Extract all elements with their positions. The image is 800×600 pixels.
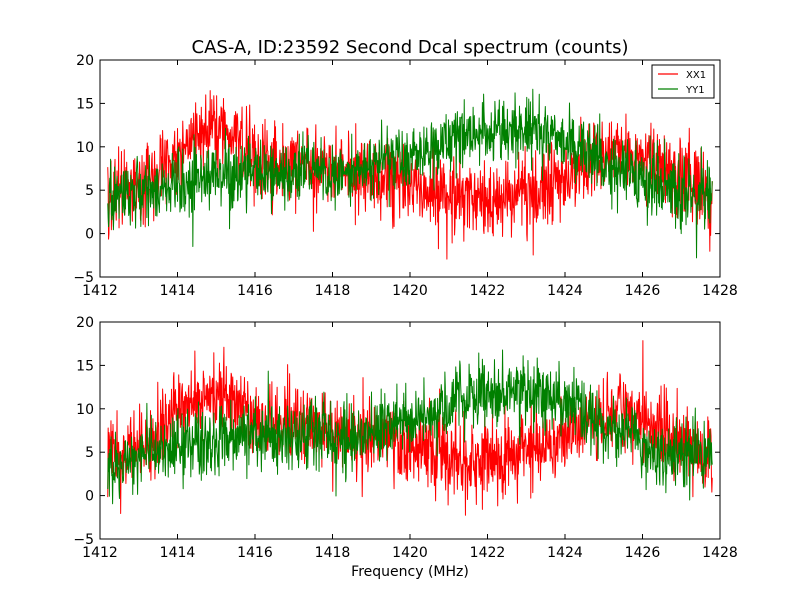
bottom-y-tick-label: −5	[73, 532, 94, 548]
legend-label-xx1: XX1	[686, 70, 706, 81]
bottom-y-tick-label: 20	[76, 315, 94, 331]
bottom-x-tick-label: 1412	[82, 545, 118, 561]
bottom-y-tick-label: 5	[85, 445, 94, 461]
top-x-tick-label: 1424	[547, 283, 583, 299]
top-x-tick-label: 1416	[237, 283, 273, 299]
top-x-tick-label: 1412	[82, 283, 118, 299]
bottom-y-tick-label: 10	[76, 402, 94, 418]
top-panel: 1412 1414 1416 1418 1420 1422 1424 1426 1428 20 15…	[73, 53, 737, 299]
top-x-tick-label: 1414	[160, 283, 196, 299]
legend-label-yy1: YY1	[685, 85, 705, 96]
legend-box	[651, 64, 715, 99]
bottom-x-tick-label: 1414	[160, 545, 196, 561]
bottom-y-tick-label: 15	[76, 358, 94, 374]
top-tick-layer: 1412 1414 1416 1418 1420 1422 1424 1426 1428 20 15…	[73, 53, 737, 299]
bottom-series-xx1	[107, 340, 713, 516]
bottom-series-yy1	[107, 349, 713, 505]
top-series-xx1	[107, 90, 713, 260]
legend: XX1 YY1	[651, 64, 715, 99]
bottom-x-tick-label: 1422	[470, 545, 506, 561]
bottom-x-tick-label: 1424	[547, 545, 583, 561]
top-x-tick-label: 1418	[315, 283, 351, 299]
top-y-tick-label: 20	[76, 53, 94, 69]
top-y-tick-label: 10	[76, 140, 94, 156]
top-x-tick-label: 1420	[392, 283, 428, 299]
bottom-x-tick-label: 1428	[702, 545, 738, 561]
bottom-y-tick-label: 0	[85, 489, 94, 505]
top-y-tick-label: −5	[73, 270, 94, 286]
bottom-panel: 1412 1414 1416 1418 1420 1422 1424 1426 1428 20 15…	[73, 315, 737, 561]
bottom-x-tick-label: 1416	[237, 545, 273, 561]
bottom-x-tick-label: 1426	[625, 545, 661, 561]
top-y-tick-label: 0	[85, 227, 94, 243]
top-x-tick-label: 1426	[625, 283, 661, 299]
top-series-yy1	[107, 88, 713, 259]
top-y-tick-label: 15	[76, 96, 94, 112]
x-axis-label: Frequency (MHz)	[351, 564, 469, 580]
bottom-tick-layer: 1412 1414 1416 1418 1420 1422 1424 1426 1428 20 15…	[73, 315, 737, 561]
bottom-x-tick-label: 1420	[392, 545, 428, 561]
top-y-tick-label: 5	[85, 183, 94, 199]
bottom-series-layer	[107, 340, 713, 516]
top-series-layer	[107, 88, 713, 260]
chart-title: CAS-A, ID:23592 Second Dcal spectrum (co…	[192, 37, 629, 58]
top-x-tick-label: 1428	[702, 283, 738, 299]
bottom-x-tick-label: 1418	[315, 545, 351, 561]
top-x-tick-label: 1422	[470, 283, 506, 299]
